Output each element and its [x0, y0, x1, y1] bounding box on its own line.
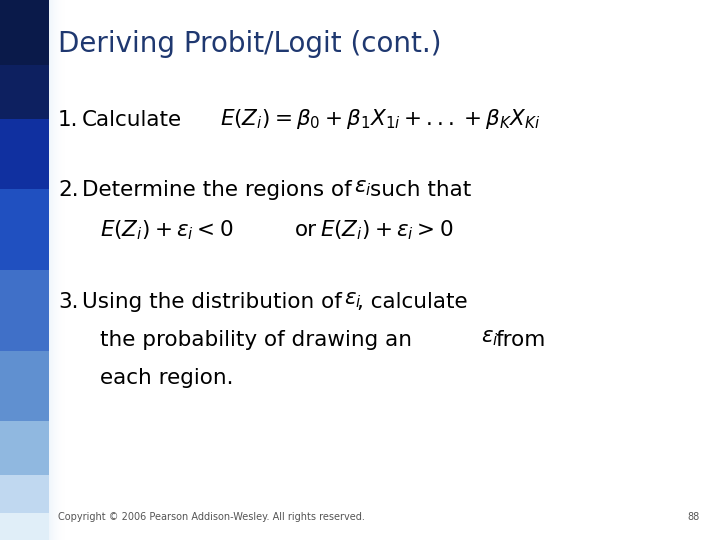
Text: Using the distribution of: Using the distribution of	[82, 292, 342, 312]
Bar	[0, 421, 49, 475]
Text: $E(Z_i)+\varepsilon_i > 0$: $E(Z_i)+\varepsilon_i > 0$	[320, 218, 454, 241]
Text: $E(Z_i)+\varepsilon_i < 0$: $E(Z_i)+\varepsilon_i < 0$	[100, 218, 233, 241]
Text: $\varepsilon_i$: $\varepsilon_i$	[344, 290, 361, 310]
Bar	[0, 65, 49, 119]
Bar	[0, 351, 49, 421]
Bar	[0, 475, 49, 513]
Text: , calculate: , calculate	[357, 292, 467, 312]
Text: Deriving Probit/Logit (cont.): Deriving Probit/Logit (cont.)	[58, 30, 441, 58]
Text: from: from	[495, 330, 545, 350]
Bar	[0, 0, 49, 65]
Text: Calculate: Calculate	[82, 110, 182, 130]
Bar	[0, 119, 49, 189]
Text: such that: such that	[370, 180, 472, 200]
Bar	[0, 189, 49, 270]
Text: $E(Z_i) = \beta_0 + \beta_1 X_{1i} + \mathit{...} + \beta_K X_{Ki}$: $E(Z_i) = \beta_0 + \beta_1 X_{1i} + \ma…	[220, 107, 540, 131]
Text: Determine the regions of: Determine the regions of	[82, 180, 352, 200]
Text: 1.: 1.	[58, 110, 78, 130]
Text: $\varepsilon_i$: $\varepsilon_i$	[354, 178, 372, 198]
Text: $\varepsilon_i$: $\varepsilon_i$	[481, 328, 499, 348]
Text: 88: 88	[688, 512, 700, 522]
Bar	[0, 270, 49, 351]
Text: the probability of drawing an: the probability of drawing an	[100, 330, 412, 350]
Text: or: or	[295, 220, 317, 240]
Text: Copyright © 2006 Pearson Addison-Wesley. All rights reserved.: Copyright © 2006 Pearson Addison-Wesley.…	[58, 512, 365, 522]
Text: 2.: 2.	[58, 180, 78, 200]
Text: each region.: each region.	[100, 368, 233, 388]
Text: 3.: 3.	[58, 292, 78, 312]
Bar	[0, 513, 49, 540]
